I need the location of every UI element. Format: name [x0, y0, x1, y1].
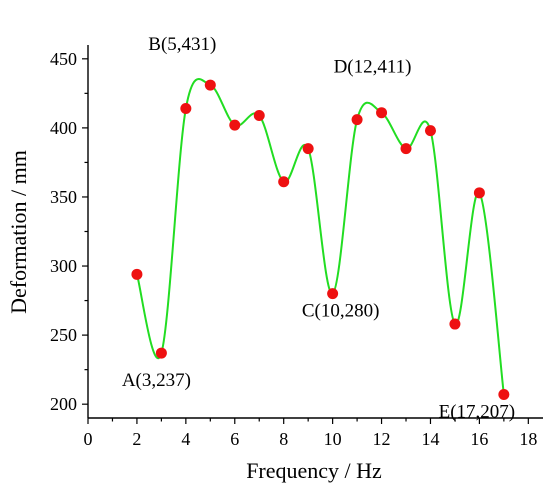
point-annotations: A(3,237) B(5,431) C(10,280) D(12,411) E(17,2… — [122, 34, 515, 422]
y-tick-label: 350 — [50, 187, 77, 207]
annotation-label: C(10,280) — [302, 301, 380, 322]
x-tick-label: 14 — [421, 429, 439, 449]
data-point-16 — [473, 187, 485, 199]
x-tick-label: 18 — [519, 429, 537, 449]
y-tick-label: 400 — [50, 118, 77, 138]
y-tick-label: 250 — [50, 325, 77, 345]
y-tick-label: 450 — [50, 49, 77, 69]
data-point-17 — [498, 389, 510, 401]
data-point-14 — [424, 125, 436, 137]
x-tick-label: 2 — [132, 429, 141, 449]
x-axis-title: Frequency / Hz — [246, 458, 382, 483]
data-point-13 — [400, 143, 412, 155]
y-tick-label: 200 — [50, 394, 77, 414]
y-ticks: 200 250 300 350 400 450 — [50, 49, 88, 414]
data-point-5 — [204, 79, 216, 91]
data-point-4 — [180, 103, 192, 115]
data-point-11 — [351, 114, 363, 126]
data-point-6 — [229, 119, 241, 131]
y-axis-title: Deformation / mm — [6, 150, 31, 314]
annotation-label: B(5,431) — [148, 34, 216, 55]
y-tick-label: 300 — [50, 256, 77, 276]
data-point-2 — [131, 268, 143, 280]
data-point-10 — [327, 288, 339, 300]
data-point-8 — [278, 176, 290, 188]
x-tick-label: 0 — [84, 429, 93, 449]
data-point-12 — [376, 107, 388, 119]
series-line — [135, 78, 505, 395]
x-tick-label: 16 — [470, 429, 488, 449]
x-tick-label: 6 — [230, 429, 239, 449]
annotation-label: D(12,411) — [334, 57, 412, 78]
axes — [87, 45, 543, 419]
data-point-3 — [155, 347, 167, 359]
x-tick-label: 4 — [181, 429, 190, 449]
annotation-label: A(3,237) — [122, 370, 191, 391]
annotation-label: E(17,207) — [439, 402, 516, 423]
data-point-9 — [302, 143, 314, 155]
data-points-layer — [131, 79, 510, 401]
smooth-curve-layer — [135, 78, 505, 395]
x-tick-label: 8 — [279, 429, 288, 449]
data-point-15 — [449, 318, 461, 330]
x-tick-label: 12 — [373, 429, 391, 449]
x-ticks: 0 2 4 6 8 10 12 14 16 18 — [84, 418, 537, 449]
data-point-7 — [253, 109, 265, 121]
x-tick-label: 10 — [324, 429, 342, 449]
